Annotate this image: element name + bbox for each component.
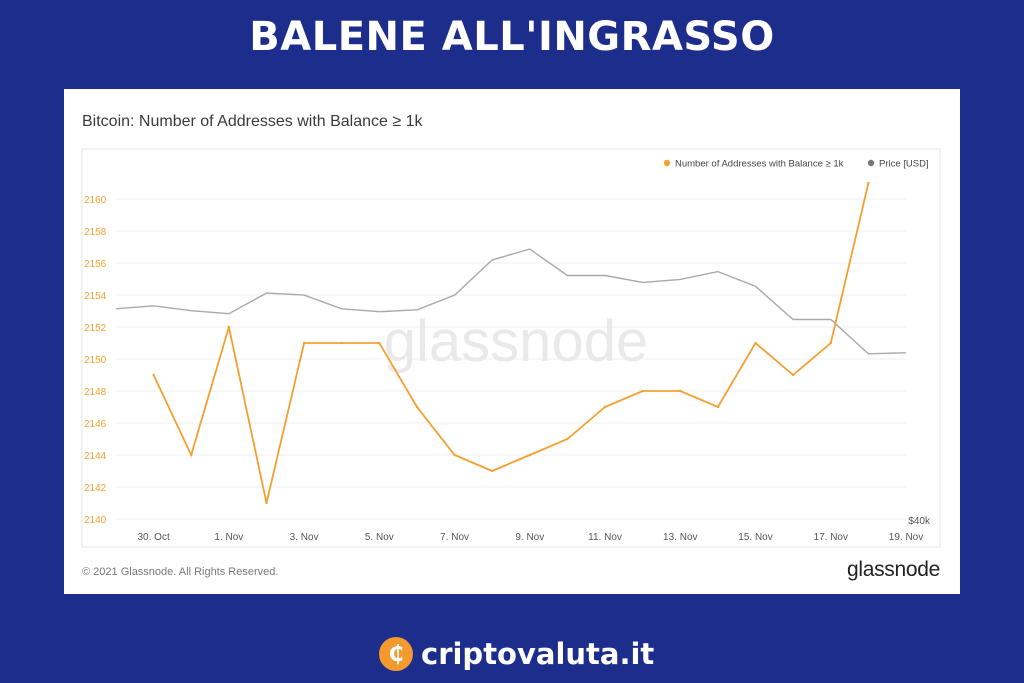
- addresses-data-point: [265, 501, 268, 505]
- criptovaluta-logo: ₵ criptovaluta.it: [379, 637, 654, 671]
- y-tick-label: 2142: [84, 483, 107, 494]
- addresses-data-point: [829, 341, 832, 345]
- glassnode-logo: glassnode: [846, 558, 940, 581]
- y-tick-label: 2156: [84, 259, 107, 270]
- addresses-data-point: [340, 341, 343, 345]
- chart-title: Bitcoin: Number of Addresses with Balanc…: [82, 113, 423, 130]
- legend-marker-addresses: [663, 159, 671, 167]
- x-tick-label: 15. Nov: [738, 532, 772, 543]
- addresses-data-point: [490, 469, 494, 473]
- addresses-data-point: [453, 453, 456, 457]
- addresses-data-point: [641, 389, 644, 393]
- addresses-data-point: [415, 405, 419, 409]
- x-tick-label: 7. Nov: [440, 532, 469, 543]
- y-tick-label: 2150: [84, 355, 107, 366]
- y-tick-label: 2146: [84, 419, 107, 430]
- copyright-text: © 2021 Glassnode. All Rights Reserved.: [82, 566, 279, 578]
- addresses-data-point: [190, 453, 193, 457]
- addresses-data-point: [528, 453, 532, 457]
- addresses-data-point: [566, 437, 569, 441]
- page-headline: BALENE ALL'INGRASSO: [249, 14, 775, 60]
- legend-marker-price: [867, 159, 875, 167]
- x-tick-label: 5. Nov: [365, 532, 394, 543]
- addresses-data-point: [378, 341, 381, 345]
- legend-label-addresses: Number of Addresses with Balance ≥ 1k: [675, 159, 844, 170]
- y-tick-label: 2140: [84, 515, 107, 526]
- site-name: criptovaluta.it: [421, 637, 655, 671]
- x-tick-label: 19. Nov: [889, 532, 923, 543]
- y-tick-label: 2160: [84, 195, 107, 206]
- addresses-series-line: [152, 182, 870, 504]
- addresses-data-point: [716, 405, 720, 409]
- chart-card: Bitcoin: Number of Addresses with Balanc…: [64, 89, 960, 594]
- x-tick-label: 17. Nov: [814, 532, 848, 543]
- x-tick-label: 3. Nov: [290, 532, 319, 543]
- x-tick-label: 9. Nov: [515, 532, 544, 543]
- price-series-line: [115, 248, 907, 355]
- chart-svg: 2140 2142 2144 2146 2148 2150 2152 2154 2156 2158…: [81, 148, 941, 548]
- y-tick-label: 2158: [84, 227, 107, 238]
- right-axis-label: $40k: [908, 516, 931, 527]
- plot-frame: [81, 148, 941, 548]
- x-tick-label: 13. Nov: [663, 532, 697, 543]
- x-tick-label: 11. Nov: [588, 532, 622, 543]
- y-tick-label: 2144: [84, 451, 107, 462]
- x-tick-label: 30. Oct: [137, 532, 169, 543]
- x-tick-label: 1. Nov: [214, 532, 243, 543]
- addresses-data-point: [603, 405, 607, 409]
- addresses-data-point: [791, 373, 795, 377]
- y-tick-label: 2148: [84, 387, 107, 398]
- legend-label-price: Price [USD]: [879, 159, 929, 170]
- addresses-data-point: [679, 389, 682, 393]
- addresses-data-point: [152, 373, 155, 377]
- y-tick-label: 2154: [84, 291, 107, 302]
- y-tick-label: 2152: [84, 323, 107, 334]
- addresses-data-point: [302, 341, 306, 345]
- glassnode-watermark: glassnode: [384, 309, 648, 374]
- addresses-data-point: [227, 325, 231, 329]
- bitcoin-coin-icon: ₵: [379, 637, 413, 671]
- addresses-data-point: [754, 341, 757, 345]
- addresses-data-point: [867, 181, 870, 185]
